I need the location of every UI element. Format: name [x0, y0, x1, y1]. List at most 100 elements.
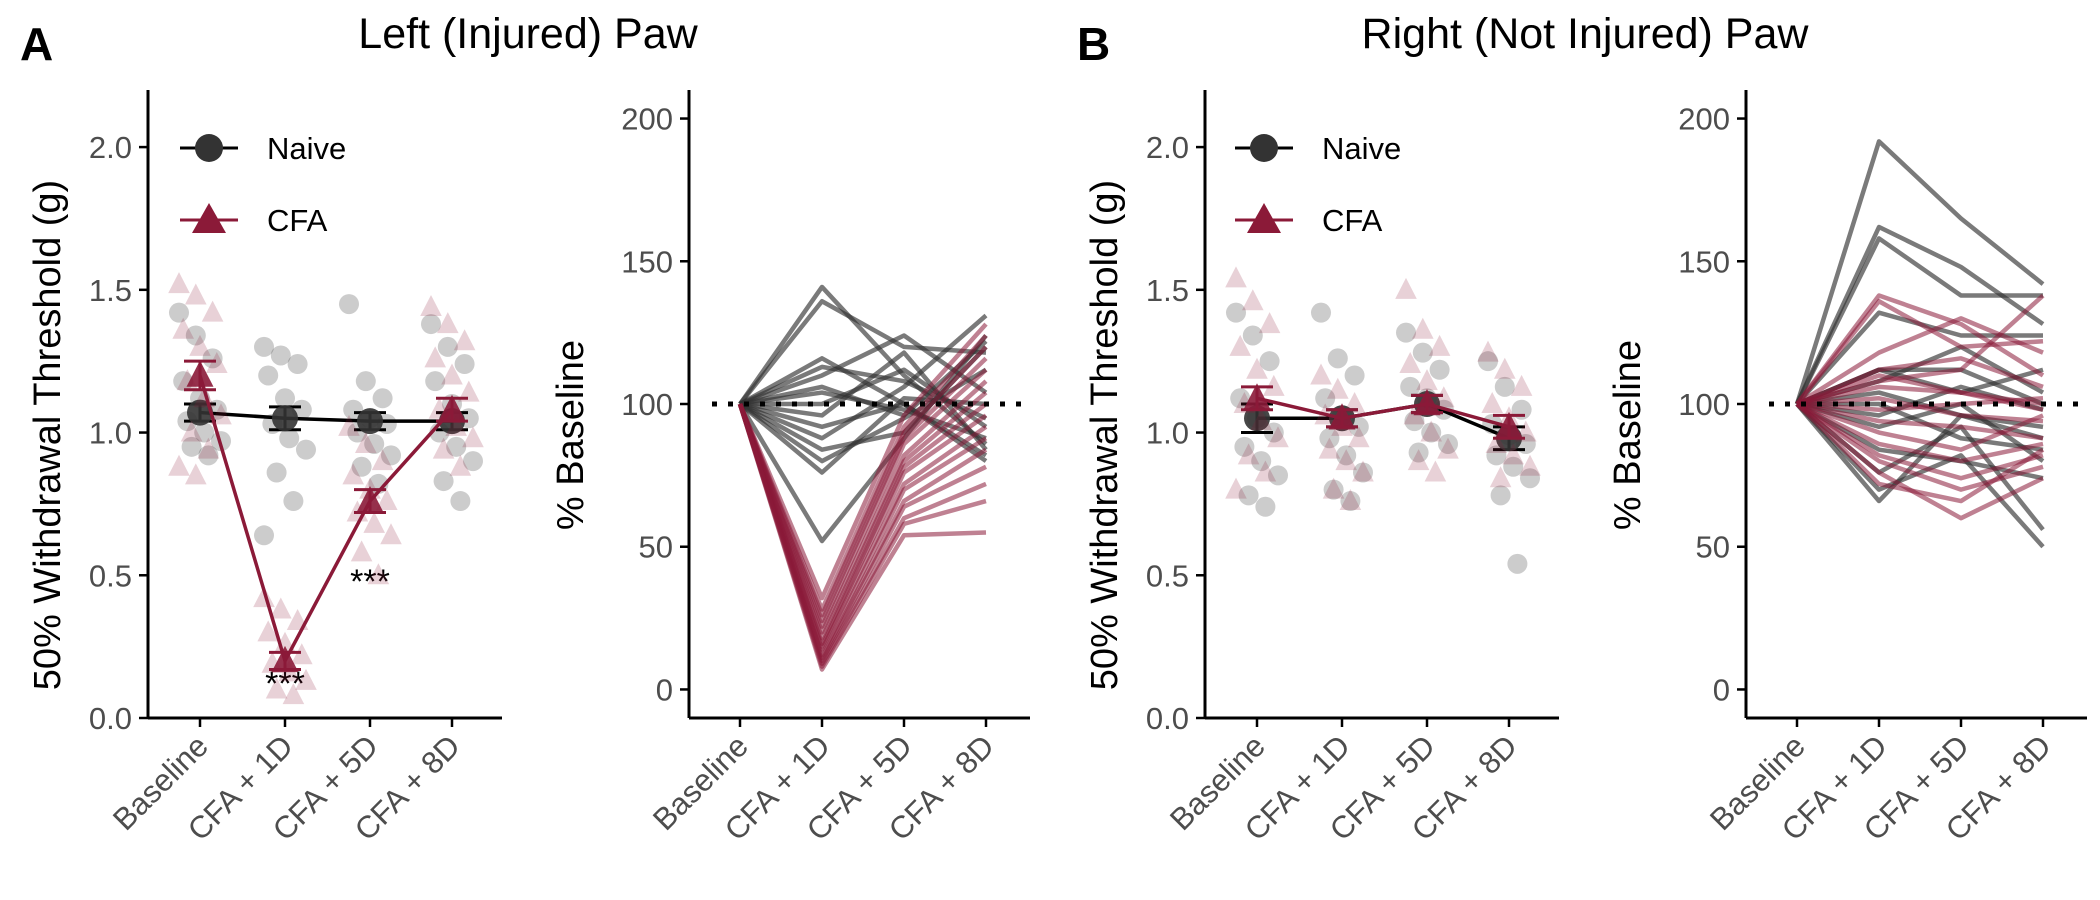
data-point-cfa: [453, 329, 476, 351]
legend-cfa-label: CFA: [1322, 203, 1383, 238]
data-point-cfa: [1242, 289, 1264, 311]
data-point-cfa: [1246, 357, 1268, 379]
data-point-naive: [454, 354, 475, 375]
data-point-naive: [1412, 342, 1433, 363]
data-point-naive: [1327, 348, 1348, 369]
subject-line-cfa: [1796, 401, 2044, 452]
data-point-naive: [185, 325, 206, 346]
y-tick-label: 100: [1678, 387, 1730, 422]
data-point-naive: [1251, 451, 1272, 472]
data-point-naive: [1259, 351, 1280, 372]
data-point-cfa: [1489, 466, 1512, 488]
y-tick-label: 0.5: [1146, 558, 1189, 593]
data-point-cfa: [1250, 409, 1272, 431]
mean-marker-cfa: [271, 645, 299, 673]
y-tick-label: 2.0: [89, 130, 132, 165]
subject-line-naive: [739, 401, 988, 463]
data-point-naive: [351, 456, 372, 477]
subject-line-cfa: [737, 403, 987, 672]
data-point-cfa: [1254, 460, 1277, 482]
subject-line-cfa: [1795, 402, 2044, 492]
data-point-naive: [1311, 302, 1331, 323]
data-point-cfa: [291, 643, 313, 665]
data-point-naive: [254, 525, 274, 546]
data-point-cfa: [363, 511, 385, 533]
data-point-cfa: [257, 620, 279, 642]
legend-b1: Naive CFA: [1235, 131, 1401, 238]
data-point-naive: [258, 365, 279, 386]
data-point-cfa: [449, 454, 472, 476]
data-point-naive: [1404, 411, 1425, 432]
mean-marker-naive: [187, 399, 213, 426]
y-tick-label: 50: [1696, 530, 1730, 565]
data-point-naive: [202, 348, 223, 369]
data-point-cfa: [458, 380, 480, 402]
subject-line-cfa: [1796, 373, 2044, 407]
data-point-cfa: [437, 312, 459, 334]
mean-marker-cfa: [1495, 411, 1523, 439]
data-point-cfa: [1339, 489, 1362, 511]
data-point-cfa: [371, 449, 394, 471]
data-point-naive: [254, 336, 274, 357]
data-point-cfa: [197, 437, 220, 459]
data-point-cfa: [1327, 377, 1349, 399]
section-title-left: Left (Injured) Paw: [358, 10, 698, 58]
data-point-cfa: [206, 352, 228, 374]
data-point-naive: [437, 336, 458, 357]
data-point-naive: [1429, 359, 1450, 380]
mean-marker-naive: [357, 408, 383, 435]
y-axis-title-a2: % Baseline: [550, 340, 592, 530]
data-point-naive: [1315, 388, 1336, 409]
data-point-naive: [1520, 468, 1540, 489]
legend-naive-marker: [195, 134, 223, 162]
data-point-cfa: [1428, 334, 1451, 356]
panel-letter-b: B: [1077, 18, 1110, 70]
mean-line-naive: [1257, 402, 1510, 440]
data-point-naive: [381, 445, 401, 466]
data-point-cfa: [1424, 460, 1447, 482]
data-point-naive: [1400, 376, 1421, 397]
data-point-cfa: [432, 437, 455, 459]
data-point-cfa: [338, 414, 360, 436]
subject-line-naive: [1794, 236, 2043, 405]
data-point-naive: [1336, 445, 1357, 466]
data-point-cfa: [1494, 357, 1516, 379]
data-point-naive: [279, 428, 300, 449]
subject-line-naive: [739, 333, 988, 407]
subject-line-cfa: [1795, 402, 2044, 521]
data-point-naive: [1421, 422, 1442, 443]
data-point-cfa: [420, 294, 442, 316]
data-point-naive: [1438, 433, 1458, 454]
mean-marker-naive: [272, 405, 298, 432]
data-point-cfa: [168, 454, 190, 476]
subject-line-cfa: [1796, 293, 2045, 407]
data-point-naive: [275, 388, 295, 409]
data-point-naive: [1408, 442, 1429, 463]
subject-line-cfa: [1796, 356, 2044, 407]
mean-marker-cfa: [1328, 403, 1356, 430]
data-point-naive: [1238, 485, 1259, 506]
data-point-naive: [450, 491, 471, 512]
data-point-naive: [169, 302, 189, 323]
data-point-cfa: [201, 300, 224, 322]
data-point-cfa: [376, 489, 398, 511]
data-point-cfa: [1318, 437, 1341, 459]
data-point-cfa: [1267, 426, 1289, 448]
y-axis-title-a1: 50% Withdrawal Threshold (g): [27, 180, 69, 690]
y-tick-label: 200: [1678, 102, 1730, 137]
data-point-naive: [1226, 302, 1246, 323]
mean-marker-cfa: [1243, 383, 1271, 410]
data-point-cfa: [1519, 454, 1541, 476]
data-point-cfa: [1348, 426, 1370, 448]
data-point-naive: [1344, 365, 1365, 386]
mean-line-cfa: [1256, 396, 1510, 429]
subject-line-cfa: [1795, 402, 2045, 504]
mean-line-cfa: [198, 374, 454, 666]
data-point-cfa: [1322, 477, 1345, 499]
y-tick-label: 150: [1678, 244, 1730, 279]
mean-marker-cfa: [438, 394, 466, 421]
mean-marker-cfa: [356, 486, 384, 513]
data-point-cfa: [441, 363, 463, 385]
legend-naive-label: Naive: [267, 131, 346, 166]
